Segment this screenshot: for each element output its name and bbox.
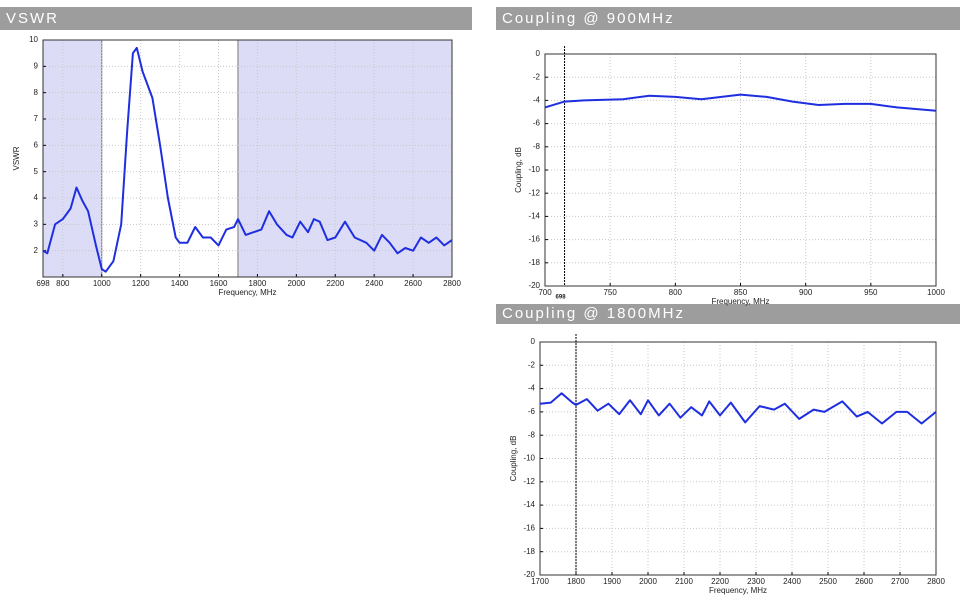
x-axis-label: Frequency, MHz xyxy=(709,586,767,595)
x-tick-label: 1000 xyxy=(927,288,945,297)
x-tick-label: 1800 xyxy=(249,279,267,288)
y-tick-label: -6 xyxy=(533,119,541,128)
y-tick-label: 9 xyxy=(34,61,39,70)
y-tick-label: -20 xyxy=(523,570,535,579)
y-axis-label: Coupling, dB xyxy=(514,147,523,193)
y-tick-label: -10 xyxy=(523,454,535,463)
x-tick-label: 2400 xyxy=(365,279,383,288)
x-tick-label: 2400 xyxy=(783,577,801,586)
x-tick-label: 1200 xyxy=(132,279,150,288)
x-tick-label: 2600 xyxy=(404,279,422,288)
y-tick-label: -16 xyxy=(528,235,540,244)
y-tick-label: 3 xyxy=(34,219,39,228)
x-axis-label: Frequency, MHz xyxy=(711,297,769,306)
x-tick-label: 2500 xyxy=(819,577,837,586)
y-tick-label: 6 xyxy=(34,140,39,149)
x-tick-label: 2800 xyxy=(443,279,461,288)
y-tick-label: -14 xyxy=(528,212,540,221)
x-tick-label: 1000 xyxy=(93,279,111,288)
x-tick-label: 700 xyxy=(538,288,552,297)
y-tick-label: 10 xyxy=(29,35,38,44)
y-tick-label: 0 xyxy=(531,337,536,346)
y-tick-label: -2 xyxy=(528,360,536,369)
x-tick-label: 1400 xyxy=(171,279,189,288)
y-tick-label: -16 xyxy=(523,524,535,533)
section-header: VSWR xyxy=(0,7,472,30)
y-tick-label: -14 xyxy=(523,500,535,509)
y-tick-label: 7 xyxy=(34,114,39,123)
y-tick-label: -12 xyxy=(528,188,540,197)
x-tick-label: 1900 xyxy=(603,577,621,586)
x-tick-label: 2100 xyxy=(675,577,693,586)
y-axis-label: Coupling, dB xyxy=(509,436,518,482)
x-tick-label: 2300 xyxy=(747,577,765,586)
x-tick-label: 698 xyxy=(36,279,50,288)
y-tick-label: -20 xyxy=(528,281,540,290)
plot-frame xyxy=(544,53,937,287)
x-axis-label: Frequency, MHz xyxy=(218,288,276,297)
x-tick-label: 2800 xyxy=(927,577,945,586)
x-tick-label: 2600 xyxy=(855,577,873,586)
y-tick-label: 0 xyxy=(536,49,541,58)
section-header: Coupling @ 1800MHz xyxy=(496,304,960,324)
data-line xyxy=(42,46,453,273)
y-axis-label: VSWR xyxy=(12,146,21,170)
x-tick-label: 2700 xyxy=(891,577,909,586)
x-tick-label: 2000 xyxy=(639,577,657,586)
y-tick-label: 2 xyxy=(34,246,39,255)
shaded-band xyxy=(43,40,102,277)
x-tick-label: 750 xyxy=(603,288,617,297)
y-tick-label: -12 xyxy=(523,477,535,486)
x-tick-label: 2200 xyxy=(326,279,344,288)
y-tick-label: -18 xyxy=(528,258,540,267)
y-tick-label: -6 xyxy=(528,407,536,416)
marker-label: 698 xyxy=(556,295,567,301)
y-tick-label: -8 xyxy=(528,430,536,439)
y-tick-label: 8 xyxy=(34,88,39,97)
x-tick-label: 2200 xyxy=(711,577,729,586)
y-tick-label: 4 xyxy=(34,193,39,202)
plot-frame xyxy=(539,341,937,576)
x-tick-label: 2000 xyxy=(287,279,305,288)
plot-frame xyxy=(42,39,453,278)
y-tick-label: -18 xyxy=(523,547,535,556)
x-tick-label: 1600 xyxy=(210,279,228,288)
y-tick-label: 5 xyxy=(34,167,39,176)
y-tick-label: -10 xyxy=(528,165,540,174)
x-tick-label: 1800 xyxy=(567,577,585,586)
x-tick-label: 800 xyxy=(669,288,683,297)
y-tick-label: -8 xyxy=(533,142,541,151)
y-tick-label: -2 xyxy=(533,72,541,81)
data-line xyxy=(544,93,937,112)
x-tick-label: 800 xyxy=(56,279,70,288)
x-tick-label: 850 xyxy=(734,288,748,297)
data-line xyxy=(539,392,937,425)
shaded-band xyxy=(237,40,452,277)
x-tick-label: 950 xyxy=(864,288,878,297)
x-tick-label: 900 xyxy=(799,288,813,297)
y-tick-label: -4 xyxy=(533,96,541,105)
y-tick-label: -4 xyxy=(528,384,536,393)
section-header: Coupling @ 900MHz xyxy=(496,7,960,30)
x-tick-label: 1700 xyxy=(531,577,549,586)
